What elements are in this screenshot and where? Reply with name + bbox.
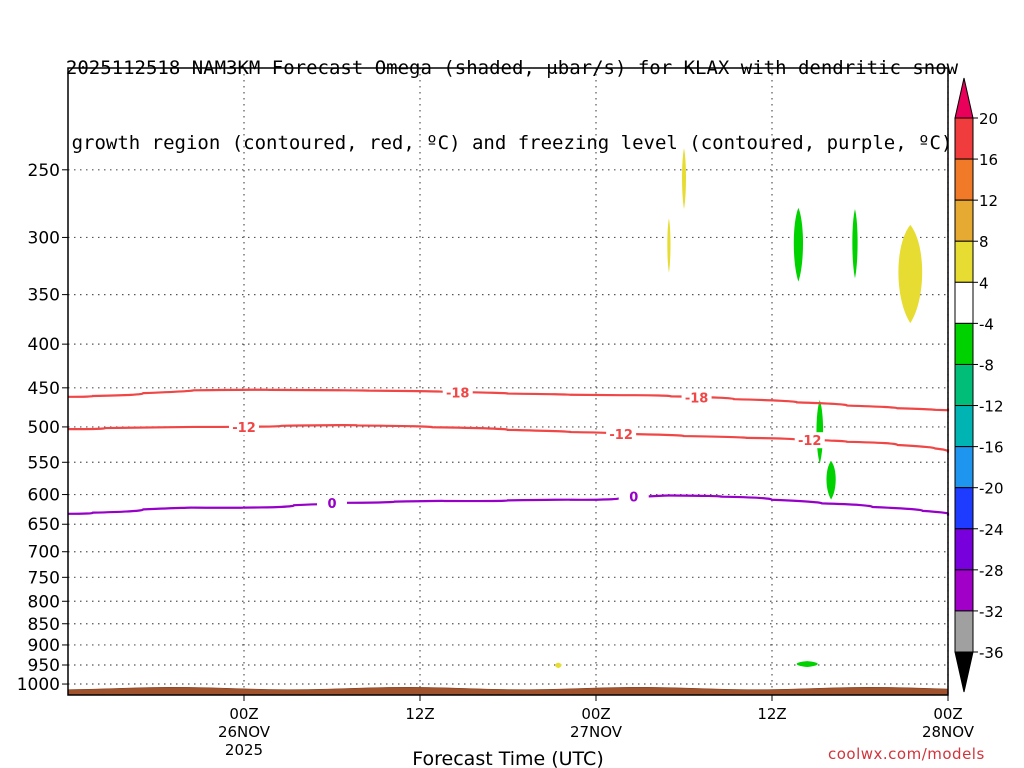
y-tick-label: 450 bbox=[28, 379, 60, 399]
contour-label-bg bbox=[794, 432, 825, 449]
y-tick-label: 400 bbox=[28, 335, 60, 355]
colorbar-box bbox=[954, 281, 974, 324]
y-tick-label: 700 bbox=[28, 543, 60, 563]
colorbar-box bbox=[954, 240, 974, 283]
omega-region bbox=[816, 399, 824, 464]
y-tick-label: 350 bbox=[28, 286, 60, 306]
y-tick-label: 1000 bbox=[17, 675, 60, 695]
colorbar-top-triangle bbox=[954, 77, 974, 119]
plot-frame bbox=[67, 67, 949, 696]
x-tick-label: 00Z bbox=[229, 705, 258, 723]
colorbar-label: -12 bbox=[979, 398, 1004, 416]
x-tick-label: 12Z bbox=[757, 705, 786, 723]
colorbar-box bbox=[954, 528, 974, 571]
y-tick-label: 650 bbox=[28, 515, 60, 535]
y-tick-label: 750 bbox=[28, 568, 60, 588]
colorbar-label: 20 bbox=[979, 110, 998, 128]
colorbar-box bbox=[954, 569, 974, 612]
colorbar-box bbox=[954, 487, 974, 530]
colorbar-box bbox=[954, 117, 974, 160]
colorbar-label: -24 bbox=[979, 521, 1004, 539]
contour-label: -18 bbox=[685, 392, 709, 407]
y-tick-label: 800 bbox=[28, 592, 60, 612]
colorbar-box bbox=[954, 405, 974, 448]
omega-region bbox=[852, 209, 858, 279]
y-tick-label: 500 bbox=[28, 418, 60, 438]
contour-label: -12 bbox=[609, 428, 633, 443]
colorbar-box bbox=[954, 199, 974, 242]
omega-region bbox=[793, 207, 804, 282]
x-tick-year: 2025 bbox=[225, 741, 263, 759]
omega-region bbox=[667, 218, 671, 273]
omega-region bbox=[898, 224, 923, 324]
contour-label-bg bbox=[606, 425, 637, 442]
y-tick-label: 850 bbox=[28, 615, 60, 635]
colorbar-label: -8 bbox=[979, 356, 994, 374]
colorbar-label: 12 bbox=[979, 192, 998, 210]
contour-line bbox=[67, 494, 950, 516]
colorbar-label: -36 bbox=[979, 644, 1004, 662]
terrain-ground bbox=[67, 687, 949, 696]
contour-label-bg bbox=[317, 494, 347, 511]
colorbar-label: 16 bbox=[979, 151, 998, 169]
omega-region bbox=[826, 460, 836, 500]
y-tick-label: 550 bbox=[28, 453, 60, 473]
x-tick-date: 28NOV bbox=[922, 723, 975, 741]
contour-label: -18 bbox=[446, 386, 470, 401]
x-tick-date: 26NOV bbox=[218, 723, 271, 741]
x-axis-title: Forecast Time (UTC) bbox=[412, 748, 603, 768]
colorbar-label: -32 bbox=[979, 603, 1004, 621]
y-tick-label: 900 bbox=[28, 636, 60, 656]
x-tick-label: 00Z bbox=[581, 705, 610, 723]
colorbar-bottom-triangle bbox=[954, 651, 974, 693]
colorbar-label: -20 bbox=[979, 480, 1004, 498]
contour-layer: -18 -18 -12 -12 -12 0 0 bbox=[67, 384, 950, 516]
omega-region bbox=[682, 148, 686, 210]
colorbar: 20 16 12 8 4 -4 -8 -12 -16 -20 -24 -28 -32 -36 bbox=[954, 77, 1004, 693]
colorbar-label: -16 bbox=[979, 439, 1004, 457]
contour-label: -12 bbox=[232, 421, 256, 436]
contour-label: -12 bbox=[798, 434, 822, 449]
x-tick-label: 00Z bbox=[933, 705, 962, 723]
colorbar-label: 8 bbox=[979, 233, 989, 251]
y-tick-label: 950 bbox=[28, 656, 60, 676]
contour-line bbox=[67, 388, 950, 412]
omega-region bbox=[796, 661, 818, 667]
contour-label-bg bbox=[618, 488, 649, 505]
terrain-layer bbox=[67, 687, 949, 696]
colorbar-label: 4 bbox=[979, 274, 989, 292]
colorbar-box bbox=[954, 158, 974, 201]
site-credit: coolwx.com/models bbox=[828, 745, 985, 763]
colorbar-label: -28 bbox=[979, 562, 1004, 580]
contour-label-bg bbox=[681, 389, 712, 406]
colorbar-box bbox=[954, 322, 974, 365]
grid-layer bbox=[68, 68, 949, 695]
contour-label-bg bbox=[229, 418, 259, 435]
x-tick-label: 12Z bbox=[405, 705, 434, 723]
x-tick-date: 27NOV bbox=[570, 723, 623, 741]
contour-label-bg bbox=[442, 384, 473, 401]
colorbar-label: -4 bbox=[979, 315, 994, 333]
chart-title-line2: growth region (contoured, red, ºC) and f… bbox=[71, 132, 953, 154]
contour-label: 0 bbox=[629, 490, 638, 505]
y-tick-label: 250 bbox=[28, 161, 60, 181]
colorbar-box bbox=[954, 363, 974, 407]
colorbar-box bbox=[954, 446, 974, 489]
y-tick-label: 300 bbox=[28, 228, 60, 248]
omega-shading-layer bbox=[554, 148, 923, 669]
y-tick-label: 600 bbox=[28, 486, 60, 506]
contour-label: 0 bbox=[327, 497, 336, 512]
colorbar-box bbox=[954, 610, 974, 653]
omega-region bbox=[554, 662, 562, 669]
axes-layer: 2503003504004505005506006507007508008509… bbox=[17, 67, 975, 768]
